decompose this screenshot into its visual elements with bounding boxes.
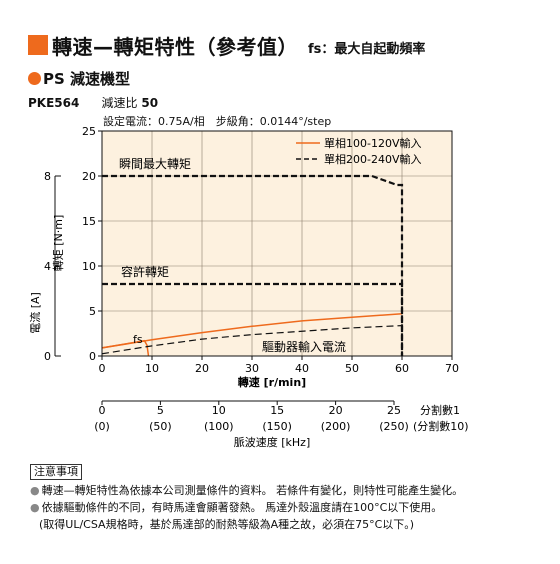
pulse-tick-label: 20 xyxy=(329,404,343,417)
x-tick-label: 50 xyxy=(345,362,359,375)
y-tick-label: 25 xyxy=(82,125,96,138)
pulse-axis: 0 (0) 5 (50) 10 (100) 15 (150) 20 (200) 25 (250) 脈波… xyxy=(94,400,469,449)
y-tick-label: 10 xyxy=(82,260,96,273)
pulse-tick-label: 25 xyxy=(387,404,401,417)
y-tick-label: 0 xyxy=(89,350,96,363)
y-axis-label: 轉矩 [N·m] xyxy=(52,215,65,272)
series-line-4 xyxy=(101,339,150,357)
pulse-tick-sublabel: (250) xyxy=(379,420,409,433)
pulse-tick-label: 15 xyxy=(270,404,284,417)
note-text-1: 轉速—轉矩特性為依據本公司測量條件的資料。 若條件有變化，則特性可能產生變化。 xyxy=(41,484,464,497)
axes: 0 10 20 30 40 50 60 70 0 5 10 15 20 25 0 4 8 xyxy=(44,125,459,375)
x-tick-label: 70 xyxy=(445,362,459,375)
notes: 注意事項 ● 轉速—轉矩特性為依據本公司測量條件的資料。 若條件有變化，則特性可能… xyxy=(30,463,463,533)
y-tick-label: 5 xyxy=(89,305,96,318)
page-title: 轉速—轉矩特性（參考值） xyxy=(52,34,298,59)
series-line-2 xyxy=(102,174,404,356)
y2-tick-label: 4 xyxy=(44,260,51,273)
y2-axis-label: 電流 [A] xyxy=(28,292,42,334)
pulse-tick-sublabel: (200) xyxy=(321,420,351,433)
x-tick-label: 20 xyxy=(195,362,209,375)
x-tick-label: 10 xyxy=(145,362,159,375)
allowable-label: 容許轉矩 xyxy=(121,264,169,279)
note-text-2: 依據驅動條件的不同，有時馬達會顯著發熱。 馬達外殼溫度請在100°C以下使用。 xyxy=(41,501,443,514)
series-lines xyxy=(101,174,404,357)
y2-tick-label: 0 xyxy=(44,350,51,363)
pulse-tick-sublabel: (0) xyxy=(94,420,110,433)
y-tick-label: 15 xyxy=(82,215,96,228)
pulse-axis-label: 脈波速度 [kHz] xyxy=(234,435,311,449)
plot-frame xyxy=(101,130,453,357)
pulse-tick-sublabel: (50) xyxy=(149,420,172,433)
orange-dot-icon xyxy=(28,72,41,85)
pulse-tick-label: 0 xyxy=(99,404,106,417)
fs-label: fs xyxy=(133,333,143,346)
x-tick-label: 60 xyxy=(395,362,409,375)
fs-note: fs：最大自起動頻率 xyxy=(308,41,426,57)
legend-label-100v: 單相100-120V輸入 xyxy=(324,136,422,150)
section-title: PS 減速機型 xyxy=(28,68,130,89)
y2-tick-label: 8 xyxy=(44,170,51,183)
pulse-tick-label: 10 xyxy=(212,404,226,417)
section-title-text: PS 減速機型 xyxy=(43,70,131,88)
y-tick-label: 20 xyxy=(82,170,96,183)
x-tick-label: 30 xyxy=(245,362,259,375)
note-item: ● 轉速—轉矩特性為依據本公司測量條件的資料。 若條件有變化，則特性可能產生變化。 xyxy=(30,482,463,499)
plot-area xyxy=(102,131,452,356)
note-text-3: (取得UL/CSA規格時，基於馬達部的耐熱等級為A種之故，必須在75°C以下。) xyxy=(39,518,415,531)
pulse-tick-sublabel: (100) xyxy=(204,420,234,433)
x-axis-label: 轉速 [r/min] xyxy=(238,375,306,389)
gear-ratio-value: 50 xyxy=(141,96,159,110)
series-line-1 xyxy=(101,312,403,349)
instant-max-label: 瞬間最大轉矩 xyxy=(119,157,191,171)
model-name: PKE564 xyxy=(28,96,80,110)
legend-label-200v: 單相200-240V輸入 xyxy=(324,152,422,166)
note-item: ● 依據驅動條件的不同，有時馬達會顯著發熱。 馬達外殼溫度請在100°C以下使用。 xyxy=(30,499,463,516)
bullet-icon: ● xyxy=(30,484,40,497)
division-1-label: 分割數1 xyxy=(420,403,460,417)
gear-ratio: 減速比 50 xyxy=(102,96,159,110)
series-line-3 xyxy=(102,282,404,356)
x-tick-label: 0 xyxy=(99,362,106,375)
indent-space xyxy=(30,516,37,533)
pulse-tick-label: 5 xyxy=(157,404,164,417)
note-item: (取得UL/CSA規格時，基於馬達部的耐熱等級為A種之故，必須在75°C以下。) xyxy=(30,516,463,533)
orange-square-icon xyxy=(28,35,48,55)
x-tick-label: 40 xyxy=(295,362,309,375)
division-10-label: (分割數10) xyxy=(413,419,469,433)
driver-current-label: 驅動器輸入電流 xyxy=(262,339,346,354)
setting-text: 設定電流：0.75A/相 步級角：0.0144°/step xyxy=(103,115,332,128)
page-header: 轉速—轉矩特性（參考值） fs：最大自起動頻率 xyxy=(28,30,425,60)
gear-ratio-label: 減速比 xyxy=(101,96,138,110)
bullet-icon: ● xyxy=(30,501,40,514)
notes-title: 注意事項 xyxy=(30,464,82,480)
pulse-tick-sublabel: (150) xyxy=(262,420,292,433)
series-line-5 xyxy=(101,325,403,355)
model-line: PKE564 減速比 50 xyxy=(28,94,158,111)
legend: 單相100-120V輸入 單相200-240V輸入 xyxy=(296,136,422,166)
